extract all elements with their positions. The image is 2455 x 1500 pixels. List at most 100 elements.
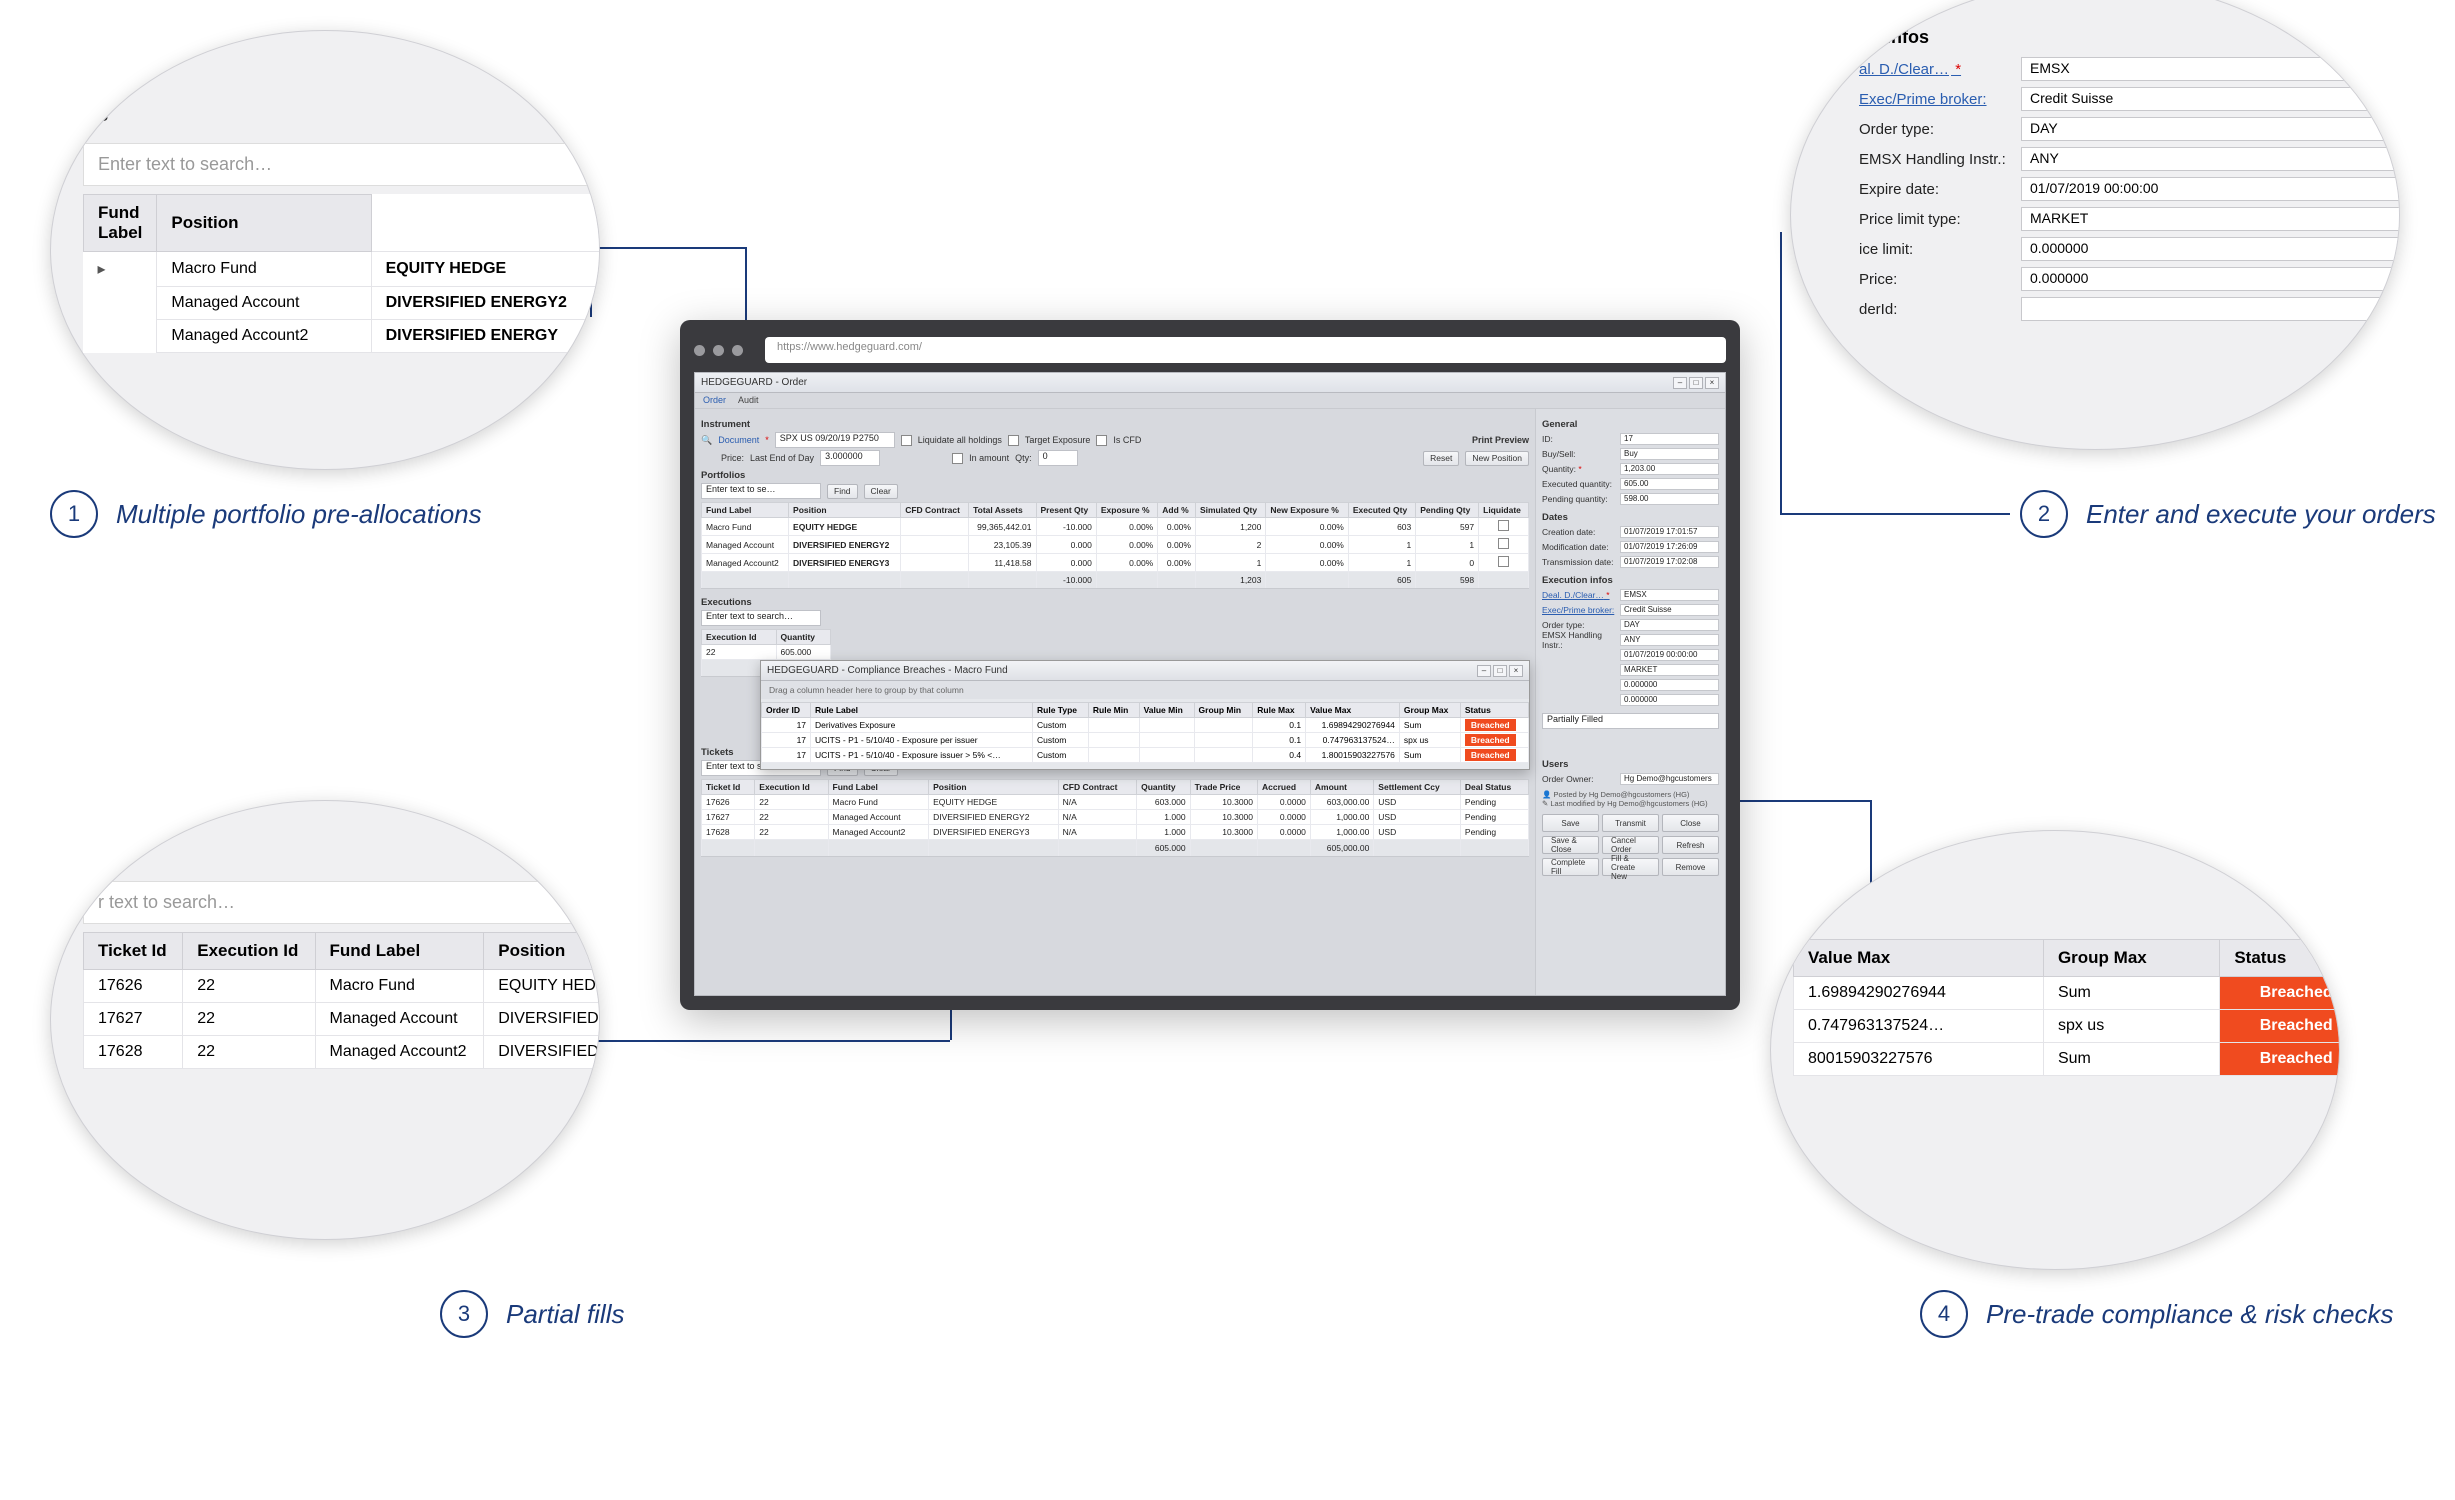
table-row[interactable]: 1762822Managed Account2DIVERSIFIED ENERG… — [702, 825, 1529, 840]
zoom1-search[interactable]: Enter text to search… — [83, 143, 600, 186]
table-row[interactable]: Managed AccountDIVERSIFIED ENERGY223,105… — [702, 536, 1529, 554]
table-row[interactable]: Managed AccountDIVERSIFIED ENERGY2 — [84, 286, 601, 319]
section-executions: Executions — [701, 597, 1529, 608]
table-row[interactable]: 17UCITS - P1 - 5/10/40 - Exposure per is… — [762, 733, 1529, 748]
callout-badge-2: 2 — [2020, 490, 2068, 538]
side-field[interactable]: 01/07/2019 17:26:09 — [1620, 541, 1719, 553]
callout-label-4: Pre-trade compliance & risk checks — [1986, 1299, 2393, 1330]
side-field[interactable]: 0.000000 — [1620, 679, 1719, 691]
callout-label-3: Partial fills — [506, 1299, 624, 1330]
save-close-button[interactable]: Save & Close — [1542, 836, 1599, 854]
exec-info-field[interactable]: Credit Suisse — [2021, 87, 2400, 111]
zoom-execution-infos: on infos al. D./Clear… *EMSXExec/Prime b… — [1790, 0, 2400, 450]
instrument-document-link[interactable]: Document — [718, 435, 759, 445]
exec-info-field[interactable]: MARKET — [2021, 207, 2400, 231]
new-position-button[interactable]: New Position — [1465, 451, 1529, 466]
exec-info-field[interactable] — [2021, 297, 2400, 321]
side-field[interactable]: 17 — [1620, 433, 1719, 445]
side-dates-title: Dates — [1542, 512, 1719, 523]
print-preview-link[interactable]: Print Preview — [1472, 435, 1529, 445]
app-title: HEDGEGUARD - Order — [701, 377, 807, 388]
complete-fill-button[interactable]: Complete Fill — [1542, 858, 1599, 876]
remove-button[interactable]: Remove — [1662, 858, 1719, 876]
side-field[interactable]: EMSX — [1620, 589, 1719, 601]
fill-create-new-button[interactable]: Fill & Create New — [1602, 858, 1659, 876]
exec-info-field[interactable]: 0.000000 — [2021, 267, 2400, 291]
table-row[interactable]: 1762822Managed Account2DIVERSIFIED EN — [84, 1036, 601, 1069]
exec-info-field[interactable]: 01/07/2019 00:00:00 — [2021, 177, 2400, 201]
side-field[interactable]: 01/07/2019 17:01:57 — [1620, 526, 1719, 538]
side-exec-title: Execution infos — [1542, 575, 1719, 586]
side-field[interactable]: ANY — [1620, 634, 1719, 646]
table-row[interactable]: Managed Account2DIVERSIFIED ENERGY — [84, 319, 601, 352]
exec-info-field[interactable]: ANY — [2021, 147, 2400, 171]
side-field[interactable]: 605.00 — [1620, 478, 1719, 490]
zoom3-search[interactable]: r text to search… — [83, 881, 600, 924]
chk-in-amount[interactable] — [952, 453, 963, 464]
refresh-button[interactable]: Refresh — [1662, 836, 1719, 854]
portfolios-find-button[interactable]: Find — [827, 484, 858, 499]
window-max-icon[interactable]: □ — [1689, 377, 1703, 389]
save-button[interactable]: Save — [1542, 814, 1599, 832]
url-bar[interactable]: https://www.hedgeguard.com/ — [765, 337, 1726, 363]
traffic-light-max[interactable] — [732, 345, 743, 356]
compliance-min-icon[interactable]: – — [1477, 665, 1491, 677]
table-row[interactable]: ▸Macro FundEQUITY HEDGE — [84, 252, 601, 287]
side-field[interactable]: 598.00 — [1620, 493, 1719, 505]
side-field[interactable]: 01/07/2019 00:00:00 — [1620, 649, 1719, 661]
instrument-input[interactable]: SPX US 09/20/19 P2750 — [775, 432, 895, 448]
transmit-button[interactable]: Transmit — [1602, 814, 1659, 832]
side-field[interactable]: DAY — [1620, 619, 1719, 631]
table-row[interactable]: 1762622Macro FundEQUITY HEDGEN/A603.0001… — [702, 795, 1529, 810]
table-row[interactable]: 1762722Managed AccountDIVERSIFIED ENERGY… — [702, 810, 1529, 825]
compliance-max-icon[interactable]: □ — [1493, 665, 1507, 677]
chk-liquidate[interactable] — [901, 435, 912, 446]
exec-info-field[interactable]: DAY — [2021, 117, 2400, 141]
table-row[interactable]: 0.747963137524…spx usBreached — [1794, 1010, 2341, 1043]
side-general-title: General — [1542, 419, 1719, 430]
table-row[interactable]: 1.69894290276944SumBreached — [1794, 977, 2341, 1010]
table-row[interactable]: Macro FundEQUITY HEDGE99,365,442.01-10.0… — [702, 518, 1529, 536]
table-row[interactable]: 1762722Managed AccountDIVERSIFIED EN — [84, 1003, 601, 1036]
table-row[interactable]: 80015903227576SumBreached — [1794, 1043, 2341, 1076]
table-row[interactable]: Managed Account2DIVERSIFIED ENERGY311,41… — [702, 554, 1529, 572]
zoom2-header: on infos — [1851, 21, 2400, 54]
callout-badge-1: 1 — [50, 490, 98, 538]
order-owner-input[interactable]: Hg Demo@hgcustomers — [1620, 773, 1719, 785]
table-row[interactable]: 17Derivatives ExposureCustom0.11.6989429… — [762, 718, 1529, 733]
close-button[interactable]: Close — [1662, 814, 1719, 832]
section-instrument: Instrument — [701, 419, 1529, 430]
tab-order[interactable]: Order — [703, 395, 726, 406]
exec-info-field[interactable]: EMSX — [2021, 57, 2400, 81]
traffic-light-close[interactable] — [694, 345, 705, 356]
side-field[interactable]: 01/07/2019 17:02:08 — [1620, 556, 1719, 568]
tab-audit[interactable]: Audit — [738, 395, 759, 406]
qty-input[interactable]: 0 — [1038, 450, 1078, 466]
window-min-icon[interactable]: – — [1673, 377, 1687, 389]
chk-target-exposure[interactable] — [1008, 435, 1019, 446]
price-input[interactable]: 3.000000 — [820, 450, 880, 466]
zoom-portfolios: os Enter text to search… Fund LabelPosit… — [50, 30, 600, 470]
exec-info-field[interactable]: 0.000000 — [2021, 237, 2400, 261]
connector-line — [1780, 513, 2010, 515]
compliance-close-icon[interactable]: × — [1509, 665, 1523, 677]
chk-is-cfd[interactable] — [1096, 435, 1107, 446]
cancel-order-button[interactable]: Cancel Order — [1602, 836, 1659, 854]
compliance-group-hint: Drag a column header here to group by th… — [761, 681, 1529, 699]
side-field[interactable]: MARKET — [1620, 664, 1719, 676]
side-field[interactable]: Credit Suisse — [1620, 604, 1719, 616]
reset-button[interactable]: Reset — [1423, 451, 1459, 466]
table-row[interactable]: 1762622Macro FundEQUITY HEDGE — [84, 970, 601, 1003]
side-field[interactable]: 1,203.00 — [1620, 463, 1719, 475]
partially-filled-field[interactable]: Partially Filled — [1542, 713, 1719, 729]
callout-badge-4: 4 — [1920, 1290, 1968, 1338]
executions-search[interactable]: Enter text to search… — [701, 610, 821, 626]
portfolios-search[interactable]: Enter text to se… — [701, 483, 821, 499]
side-field[interactable]: Buy — [1620, 448, 1719, 460]
portfolios-clear-button[interactable]: Clear — [864, 484, 898, 499]
table-row[interactable]: 17UCITS - P1 - 5/10/40 - Exposure issuer… — [762, 748, 1529, 763]
window-close-icon[interactable]: × — [1705, 377, 1719, 389]
side-field[interactable]: 0.000000 — [1620, 694, 1719, 706]
table-row[interactable]: 22605.000 — [702, 645, 831, 660]
traffic-light-min[interactable] — [713, 345, 724, 356]
